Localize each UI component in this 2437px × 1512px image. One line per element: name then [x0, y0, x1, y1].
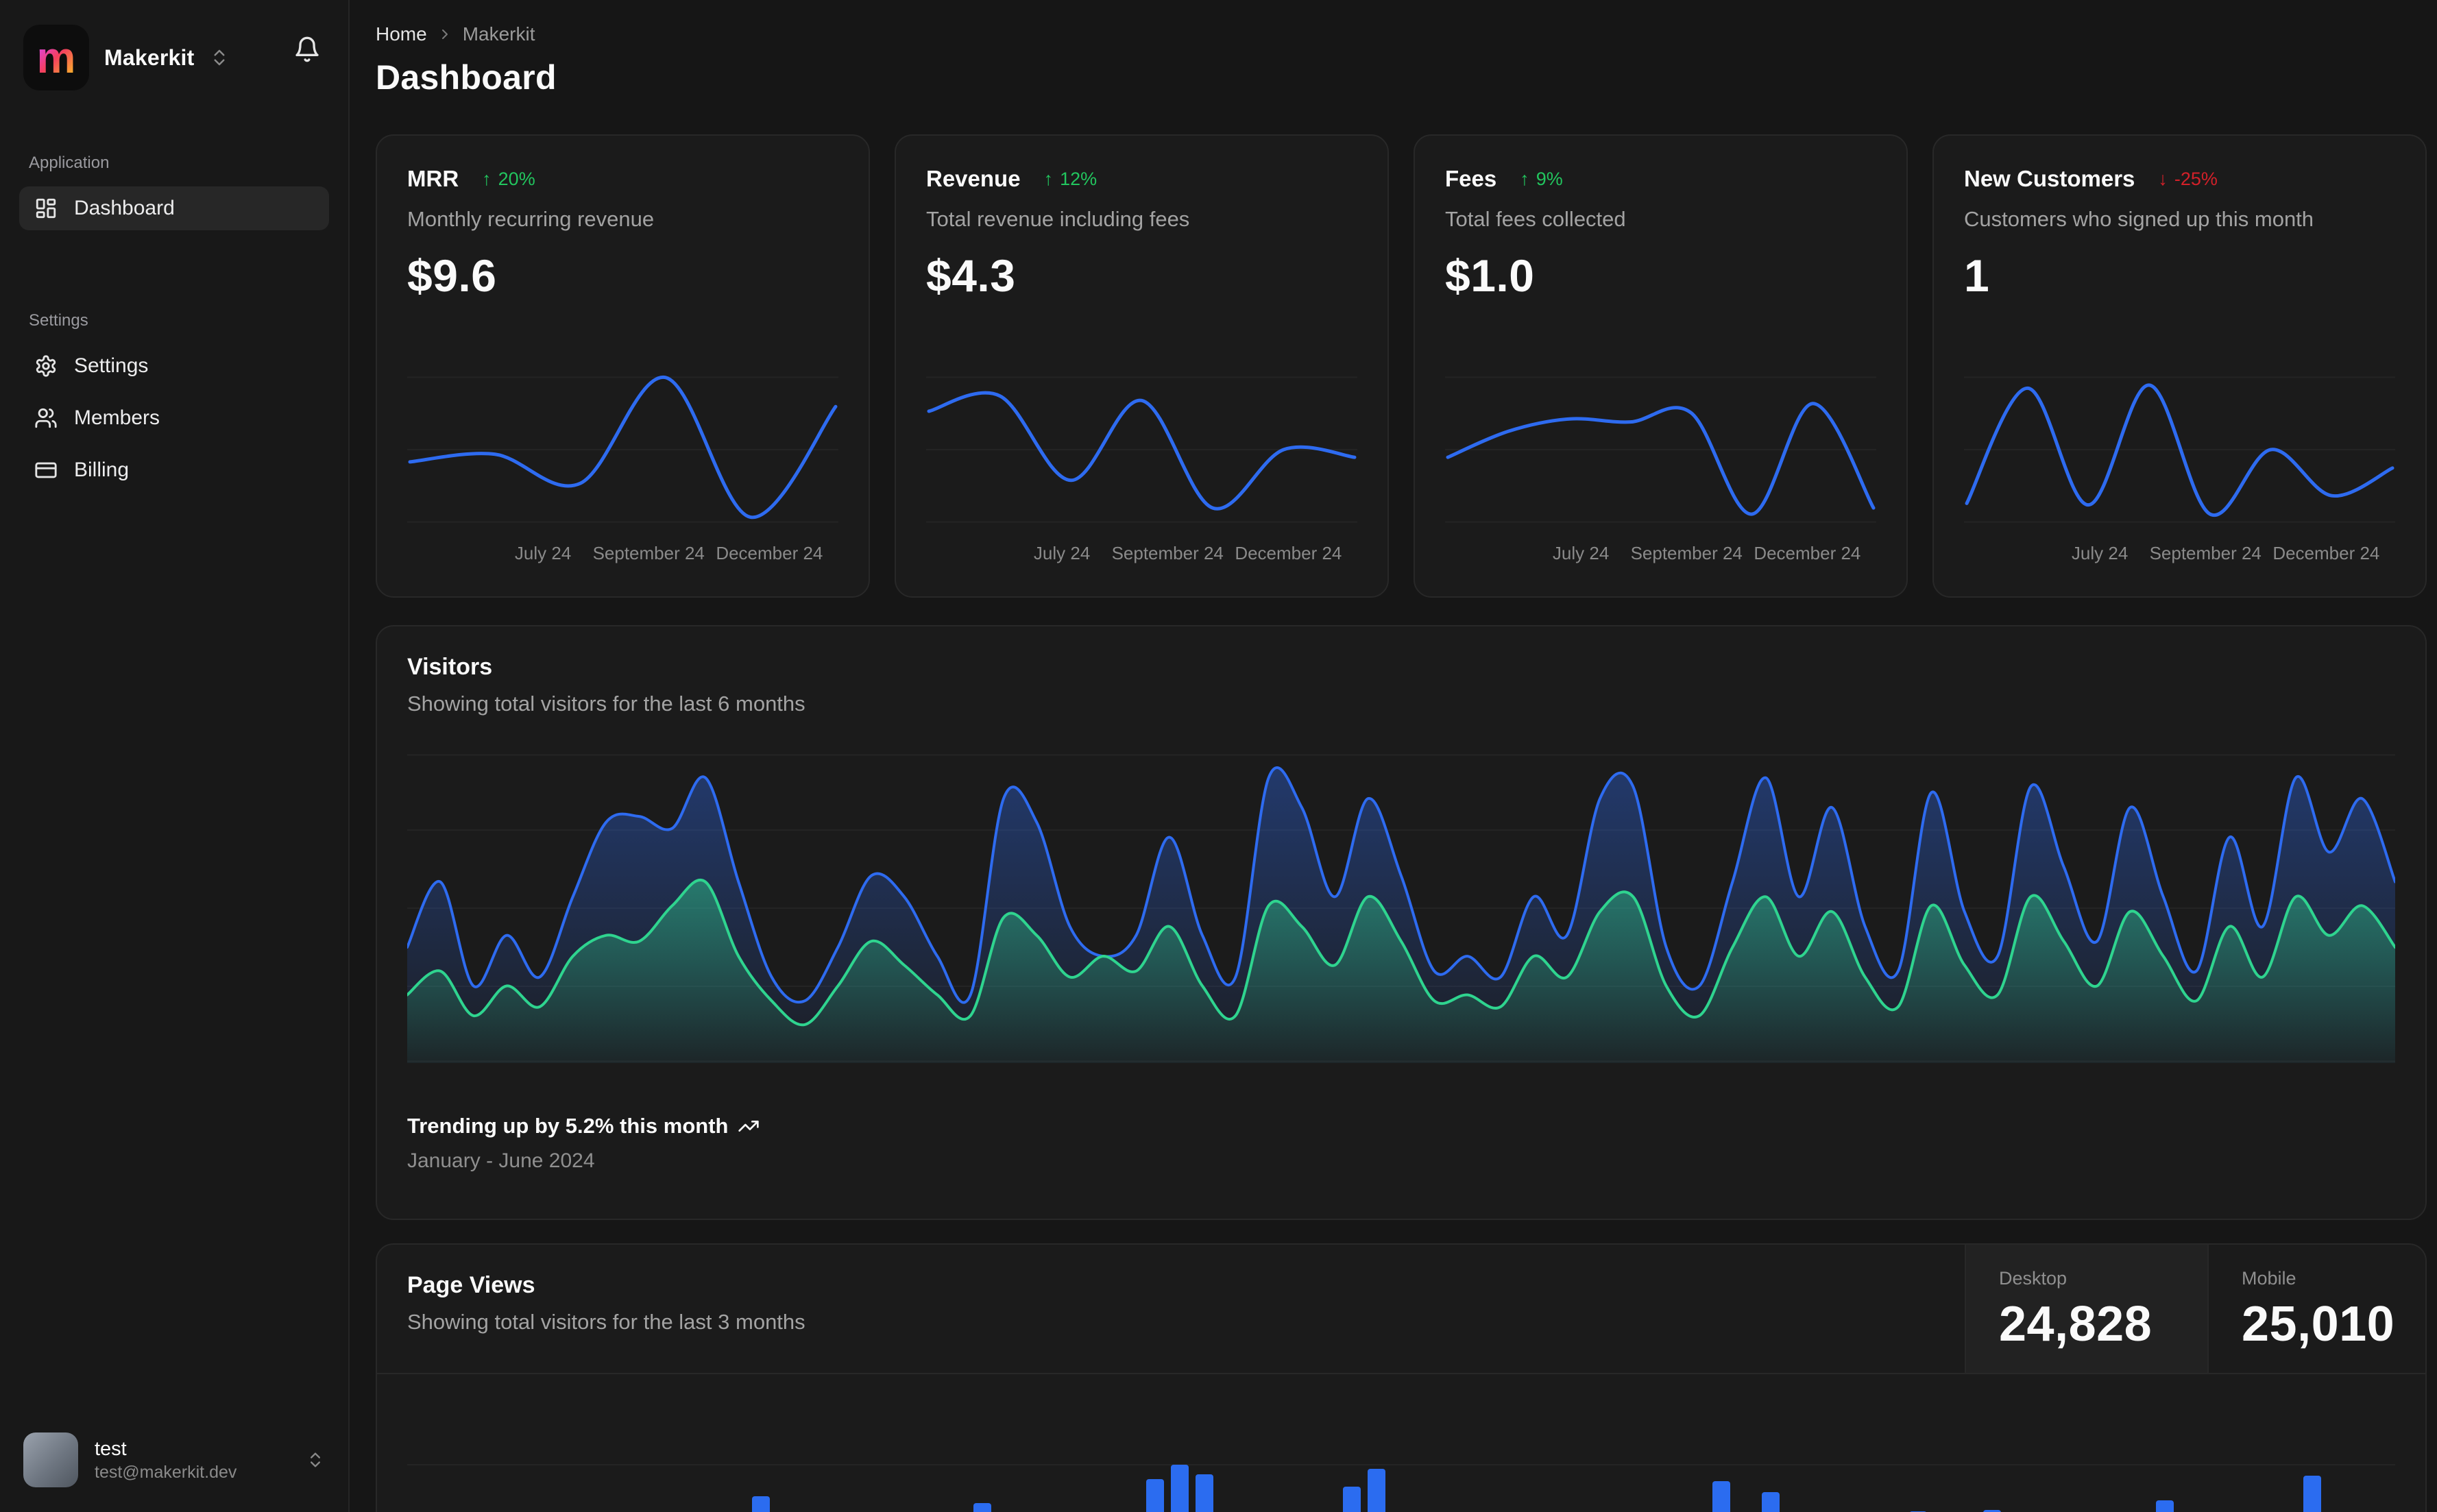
mrr-sparkline-chart	[407, 367, 838, 532]
stat-title: New Customers	[1964, 166, 2135, 191]
sidebar-item-billing[interactable]: Billing	[19, 448, 329, 492]
visitors-subtitle: Showing total visitors for the last 6 mo…	[407, 692, 805, 716]
page-views-series-toggles: Desktop 24,828 Mobile 25,010	[1965, 1245, 2425, 1373]
trend-down-icon	[2158, 169, 2168, 190]
trend-up-icon	[482, 169, 492, 190]
sparkline-x-axis: July 24 September 24 December 24	[514, 543, 823, 563]
trend-badge: 20%	[482, 169, 535, 190]
users-icon	[35, 408, 57, 428]
sidebar-section-application: Application	[29, 154, 110, 172]
stat-subtitle: Monthly recurring revenue	[407, 207, 655, 231]
credit-card-icon	[35, 462, 57, 478]
visitors-footer: Trending up by 5.2% this month January -…	[407, 1114, 2395, 1173]
main-content: Home Makerkit Dashboard MRR 20% Monthly …	[350, 0, 2437, 1512]
chevrons-up-down-icon	[214, 49, 225, 66]
stat-cards-row: MRR 20% Monthly recurring revenue $9.6 J…	[376, 134, 2427, 598]
stat-value: 1	[1964, 250, 1990, 301]
stat-subtitle: Total fees collected	[1445, 207, 1626, 231]
page-views-bar-chart	[407, 1380, 2395, 1512]
trend-up-icon	[1044, 169, 1054, 190]
stat-value: $4.3	[926, 250, 1016, 301]
trend-badge: 12%	[1044, 169, 1097, 190]
user-email: test@makerkit.dev	[95, 1462, 237, 1482]
gear-icon	[36, 355, 56, 377]
sparkline-x-axis: July 24 September 24 December 24	[1033, 543, 1342, 563]
sidebar-item-label: Members	[74, 406, 160, 429]
sidebar-item-label: Billing	[74, 459, 130, 481]
mobile-total: 25,010	[2242, 1297, 2395, 1352]
trend-badge: -25%	[2158, 169, 2218, 190]
toggle-desktop[interactable]: Desktop 24,828	[1965, 1245, 2207, 1373]
page-views-subtitle: Showing total visitors for the last 3 mo…	[407, 1310, 805, 1334]
sidebar-section-settings: Settings	[29, 311, 88, 330]
sidebar-item-label: Settings	[74, 354, 149, 377]
sidebar-item-settings[interactable]: Settings	[19, 344, 329, 388]
breadcrumb-home-link[interactable]: Home	[376, 23, 427, 45]
revenue-sparkline-chart	[926, 367, 1357, 532]
stat-title: Fees	[1445, 166, 1497, 191]
chevron-right-icon	[441, 29, 448, 39]
avatar	[23, 1432, 78, 1487]
stat-subtitle: Total revenue including fees	[926, 207, 1190, 231]
sidebar-item-dashboard[interactable]: Dashboard	[19, 186, 329, 230]
new-customers-sparkline-chart	[1964, 367, 2395, 532]
app-logo-letter: m	[36, 33, 76, 82]
stat-card-mrr: MRR 20% Monthly recurring revenue $9.6 J…	[376, 134, 870, 598]
trend-up-icon	[1520, 169, 1529, 190]
sidebar-item-members[interactable]: Members	[19, 396, 329, 440]
notifications-bell-icon[interactable]	[293, 36, 321, 63]
visitors-area-chart	[407, 752, 2395, 1064]
sidebar: m Makerkit Application Dashboard Setting…	[0, 0, 350, 1512]
stat-title: Revenue	[926, 166, 1021, 191]
trending-up-icon	[738, 1121, 760, 1132]
visitors-title: Visitors	[407, 654, 493, 680]
breadcrumb-current[interactable]: Makerkit	[462, 23, 535, 45]
stat-value: $1.0	[1445, 250, 1535, 301]
chevrons-up-down-icon	[311, 1452, 320, 1467]
sparkline-x-axis: July 24 September 24 December 24	[1552, 543, 1861, 563]
page-title: Dashboard	[376, 58, 557, 97]
page-views-title: Page Views	[407, 1272, 535, 1298]
page-views-card: Page Views Showing total visitors for th…	[376, 1243, 2427, 1512]
dashboard-icon	[36, 198, 56, 219]
workspace-name: Makerkit	[104, 45, 195, 70]
sparkline-x-axis: July 24 September 24 December 24	[2071, 543, 2380, 563]
trend-badge: 9%	[1520, 169, 1563, 190]
stat-card-revenue: Revenue 12% Total revenue including fees…	[895, 134, 1389, 598]
user-menu[interactable]: test test@makerkit.dev	[15, 1426, 333, 1494]
stat-title: MRR	[407, 166, 459, 191]
stat-subtitle: Customers who signed up this month	[1964, 207, 2314, 231]
sidebar-item-label: Dashboard	[74, 197, 175, 219]
stat-card-new-customers: New Customers -25% Customers who signed …	[1932, 134, 2427, 598]
desktop-total: 24,828	[1999, 1297, 2153, 1352]
stat-value: $9.6	[407, 250, 497, 301]
page-views-header: Page Views Showing total visitors for th…	[377, 1245, 2425, 1374]
workspace-switcher[interactable]: m Makerkit	[19, 25, 329, 90]
visitors-card: Visitors Showing total visitors for the …	[376, 625, 2427, 1220]
toggle-mobile[interactable]: Mobile 25,010	[2207, 1245, 2425, 1373]
stat-card-fees: Fees 9% Total fees collected $1.0 July 2…	[1414, 134, 1908, 598]
fees-sparkline-chart	[1445, 367, 1876, 532]
app-logo: m	[23, 25, 89, 90]
visitors-trend-text: Trending up by 5.2% this month	[407, 1114, 729, 1138]
visitors-date-range: January - June 2024	[407, 1149, 595, 1172]
user-name: test	[95, 1437, 127, 1460]
breadcrumb: Home Makerkit	[376, 23, 2427, 45]
